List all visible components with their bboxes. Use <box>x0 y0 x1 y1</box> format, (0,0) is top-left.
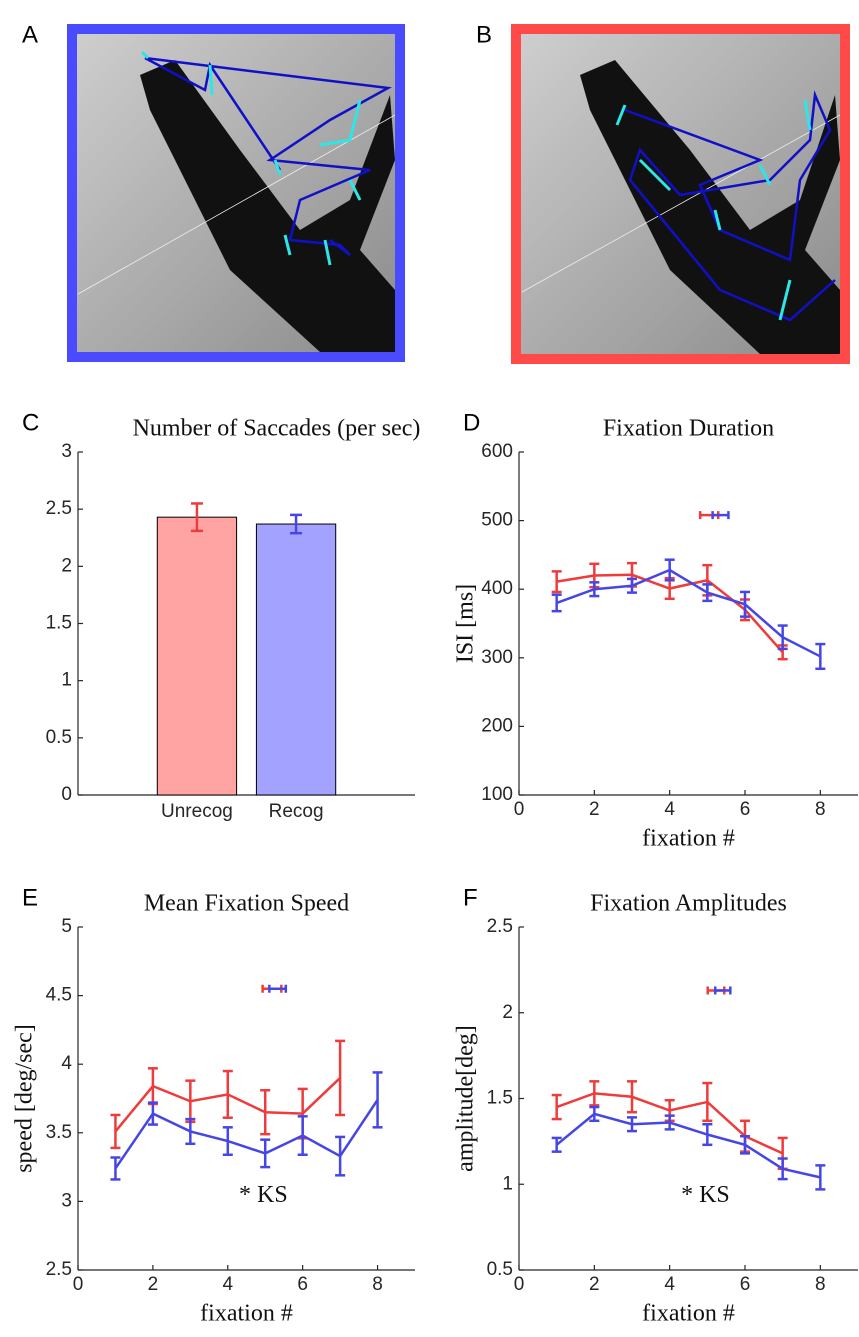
image-line <box>521 114 841 293</box>
y-tick-label: 2.5 <box>46 1259 72 1280</box>
y-tick-label: 400 <box>481 578 513 599</box>
fixation-trace <box>140 50 362 266</box>
y-tick-label: 2.5 <box>487 916 513 937</box>
x-tick-label: 4 <box>664 1274 675 1295</box>
y-tick-label: 4.5 <box>46 985 72 1006</box>
y-tick-label: 0.5 <box>46 727 72 748</box>
x-tick-label: 2 <box>148 1274 159 1295</box>
chart-title: Fixation Amplitudes <box>590 891 787 917</box>
y-tick-label: 200 <box>481 715 513 736</box>
x-tick-label: 0 <box>514 799 525 820</box>
panel-label: C <box>22 409 39 436</box>
x-tick-label: 6 <box>740 799 751 820</box>
x-tick-label: 6 <box>297 1274 308 1295</box>
y-tick-label: 3 <box>61 441 72 462</box>
fixation-trace <box>615 99 812 321</box>
x-tick-label: 4 <box>664 799 675 820</box>
x-axis-label: fixation # <box>642 826 735 852</box>
y-tick-label: 0.5 <box>487 1259 513 1280</box>
chart-title: Number of Saccades (per sec) <box>133 416 421 442</box>
panel-label: E <box>22 884 38 911</box>
panel-label: D <box>463 409 480 436</box>
x-tick-label: 6 <box>740 1274 751 1295</box>
y-tick-label: 1 <box>61 670 72 691</box>
image-panel-a: A <box>22 21 405 362</box>
annotation: * KS <box>239 1182 288 1208</box>
y-tick-label: 300 <box>481 647 513 668</box>
x-tick-label: 0 <box>514 1274 525 1295</box>
x-tick-label: 2 <box>589 799 600 820</box>
y-tick-label: 1.5 <box>487 1088 513 1109</box>
x-tick-label: 8 <box>815 1274 826 1295</box>
y-tick-label: 500 <box>481 510 513 531</box>
annotation: * KS <box>681 1182 730 1208</box>
x-tick-label: Recog <box>269 801 324 822</box>
y-tick-label: 5 <box>61 916 72 937</box>
y-tick-label: 1 <box>502 1173 513 1194</box>
chart: C Number of Saccades (per sec) 0 0.5 1 1.5 2 2.… <box>22 409 420 822</box>
line <box>556 568 821 658</box>
chart: D Fixation Duration 100 200 300 400 500 600 0 2 4 6… <box>453 409 858 852</box>
panel-label: F <box>463 884 478 911</box>
x-tick-label: 8 <box>372 1274 383 1295</box>
x-tick-label: 4 <box>222 1274 233 1295</box>
line <box>114 1099 379 1170</box>
chart: F Fixation Amplitudes 0.5 1 1.5 2 2.5 0 2 4 6 8 fixa… <box>453 884 858 1327</box>
x-axis-label: fixation # <box>200 1301 293 1327</box>
chart-title: Fixation Duration <box>603 416 774 442</box>
image-shape <box>140 60 395 352</box>
image-line <box>77 114 396 295</box>
y-tick-label: 600 <box>481 441 513 462</box>
y-tick-label: 3 <box>61 1190 72 1211</box>
y-tick-label: 1.5 <box>46 613 72 634</box>
bar <box>156 516 238 796</box>
x-tick-label: 0 <box>73 1274 84 1295</box>
y-tick-label: 0 <box>61 784 72 805</box>
chart: E Mean Fixation Speed 2.5 3 3.5 4 4.5 5 0 2 4 6 8 fix… <box>12 884 415 1327</box>
y-tick-label: 100 <box>481 784 513 805</box>
y-tick-label: 3.5 <box>46 1122 72 1143</box>
image-panel-b: B <box>476 21 850 364</box>
chart-title: Mean Fixation Speed <box>144 891 349 917</box>
scanpath <box>624 90 836 322</box>
x-tick-label: 8 <box>815 799 826 820</box>
y-tick-label: 2.5 <box>46 498 72 519</box>
x-axis-label: fixation # <box>642 1301 735 1327</box>
y-axis-label: speed [deg/sec] <box>12 1024 38 1173</box>
y-axis-label: ISI [ms] <box>453 584 479 663</box>
bar <box>255 523 337 796</box>
y-tick-label: 2 <box>61 555 72 576</box>
y-tick-label: 2 <box>502 1002 513 1023</box>
y-tick-label: 4 <box>61 1053 72 1074</box>
x-tick-label: Unrecog <box>161 801 233 822</box>
panel-label: A <box>22 21 38 48</box>
panel-label: B <box>476 21 492 48</box>
x-tick-label: 2 <box>589 1274 600 1295</box>
line <box>555 1112 821 1179</box>
y-axis-label: amplitude[deg] <box>453 1025 479 1172</box>
